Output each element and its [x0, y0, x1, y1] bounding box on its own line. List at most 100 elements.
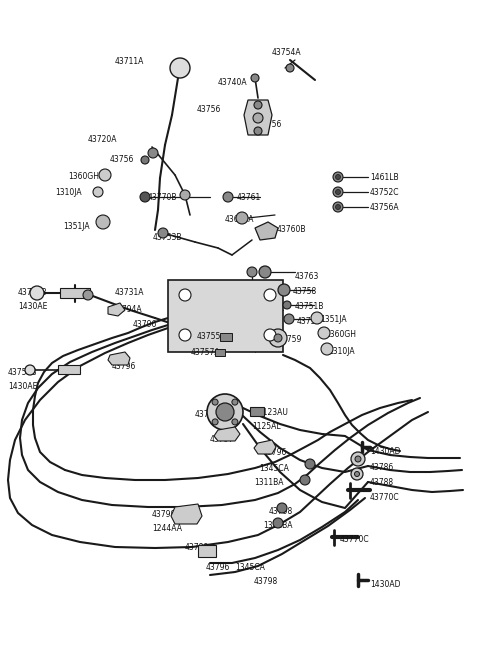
Text: 43789: 43789	[185, 543, 209, 552]
Circle shape	[311, 312, 323, 324]
Circle shape	[333, 202, 343, 212]
Text: 43796: 43796	[206, 563, 230, 572]
Bar	[168, 280, 283, 352]
Circle shape	[254, 127, 262, 135]
Circle shape	[207, 394, 243, 430]
Text: 43760B: 43760B	[277, 225, 307, 234]
Text: 43750B: 43750B	[8, 368, 37, 377]
Circle shape	[223, 192, 233, 202]
Circle shape	[300, 475, 310, 485]
Text: 1345CA: 1345CA	[235, 563, 265, 572]
Circle shape	[284, 314, 294, 324]
Text: 43711A: 43711A	[115, 57, 144, 66]
Circle shape	[336, 189, 340, 195]
Text: 43790B: 43790B	[152, 510, 181, 519]
Circle shape	[83, 290, 93, 300]
Text: 43798: 43798	[254, 577, 278, 586]
Text: 43763: 43763	[295, 272, 319, 281]
Text: 43753B: 43753B	[153, 233, 182, 242]
Text: 1351JA: 1351JA	[320, 315, 347, 324]
Circle shape	[170, 58, 190, 78]
Polygon shape	[255, 222, 278, 240]
Text: 1430AE: 1430AE	[18, 302, 48, 311]
Circle shape	[286, 64, 294, 72]
Text: 1430AD: 1430AD	[370, 447, 400, 456]
Bar	[250, 407, 264, 416]
Text: 43757A: 43757A	[191, 348, 221, 357]
Text: 43759: 43759	[297, 317, 322, 326]
Circle shape	[333, 172, 343, 182]
Circle shape	[264, 289, 276, 301]
Bar	[220, 333, 232, 341]
Circle shape	[212, 399, 218, 405]
Text: 43758: 43758	[293, 287, 317, 296]
Text: 43750B: 43750B	[18, 288, 48, 297]
Text: 43770C: 43770C	[340, 535, 370, 544]
Text: 1311BA: 1311BA	[263, 521, 292, 530]
Text: 43756: 43756	[110, 155, 134, 164]
Circle shape	[277, 503, 287, 513]
Circle shape	[336, 204, 340, 210]
Circle shape	[158, 228, 168, 238]
Circle shape	[247, 267, 257, 277]
Circle shape	[212, 419, 218, 425]
Circle shape	[216, 403, 234, 421]
Bar	[58, 365, 80, 374]
Polygon shape	[108, 303, 125, 316]
Circle shape	[333, 187, 343, 197]
Circle shape	[321, 343, 333, 355]
Circle shape	[180, 190, 190, 200]
Text: 43740A: 43740A	[218, 78, 248, 87]
Circle shape	[148, 148, 158, 158]
Circle shape	[251, 74, 259, 82]
Bar	[215, 349, 225, 356]
Text: 1244AA: 1244AA	[152, 524, 182, 533]
Circle shape	[30, 286, 44, 300]
Text: 43761: 43761	[237, 193, 261, 202]
Text: 1430AD: 1430AD	[370, 580, 400, 589]
Text: 43796: 43796	[133, 320, 157, 329]
Circle shape	[278, 284, 290, 296]
Text: 43786: 43786	[370, 463, 394, 472]
Text: 43798: 43798	[269, 507, 293, 516]
Text: 43731A: 43731A	[115, 288, 144, 297]
Circle shape	[269, 329, 287, 347]
Circle shape	[351, 452, 365, 466]
Text: 43770C: 43770C	[370, 493, 400, 502]
Text: 1461LB: 1461LB	[370, 173, 398, 182]
Polygon shape	[171, 504, 202, 524]
Text: 43788: 43788	[370, 478, 394, 487]
Circle shape	[179, 329, 191, 341]
Circle shape	[355, 472, 360, 476]
Circle shape	[273, 518, 283, 528]
Text: 43720A: 43720A	[88, 135, 118, 144]
Circle shape	[305, 459, 315, 469]
Text: 43755: 43755	[197, 332, 221, 341]
Bar	[198, 545, 216, 557]
Text: 43796: 43796	[263, 448, 288, 457]
Circle shape	[264, 329, 276, 341]
Circle shape	[232, 399, 238, 405]
Text: 1123AU: 1123AU	[258, 408, 288, 417]
Text: 43756: 43756	[197, 105, 221, 114]
Text: 43672A: 43672A	[225, 215, 254, 224]
Circle shape	[283, 301, 291, 309]
Text: 43794A: 43794A	[113, 305, 143, 314]
Circle shape	[351, 468, 363, 480]
Polygon shape	[214, 427, 240, 441]
Polygon shape	[254, 440, 276, 454]
Circle shape	[179, 289, 191, 301]
Text: 43754A: 43754A	[272, 48, 301, 57]
Circle shape	[99, 169, 111, 181]
Text: 1351JA: 1351JA	[63, 222, 90, 231]
Text: 1310JA: 1310JA	[55, 188, 82, 197]
Text: 43797: 43797	[210, 435, 234, 444]
Text: 43796: 43796	[112, 362, 136, 371]
Circle shape	[140, 192, 150, 202]
Text: 1125AL: 1125AL	[252, 422, 281, 431]
Circle shape	[253, 113, 263, 123]
Text: 43756A: 43756A	[370, 203, 400, 212]
Circle shape	[93, 187, 103, 197]
Circle shape	[141, 156, 149, 164]
Circle shape	[232, 419, 238, 425]
